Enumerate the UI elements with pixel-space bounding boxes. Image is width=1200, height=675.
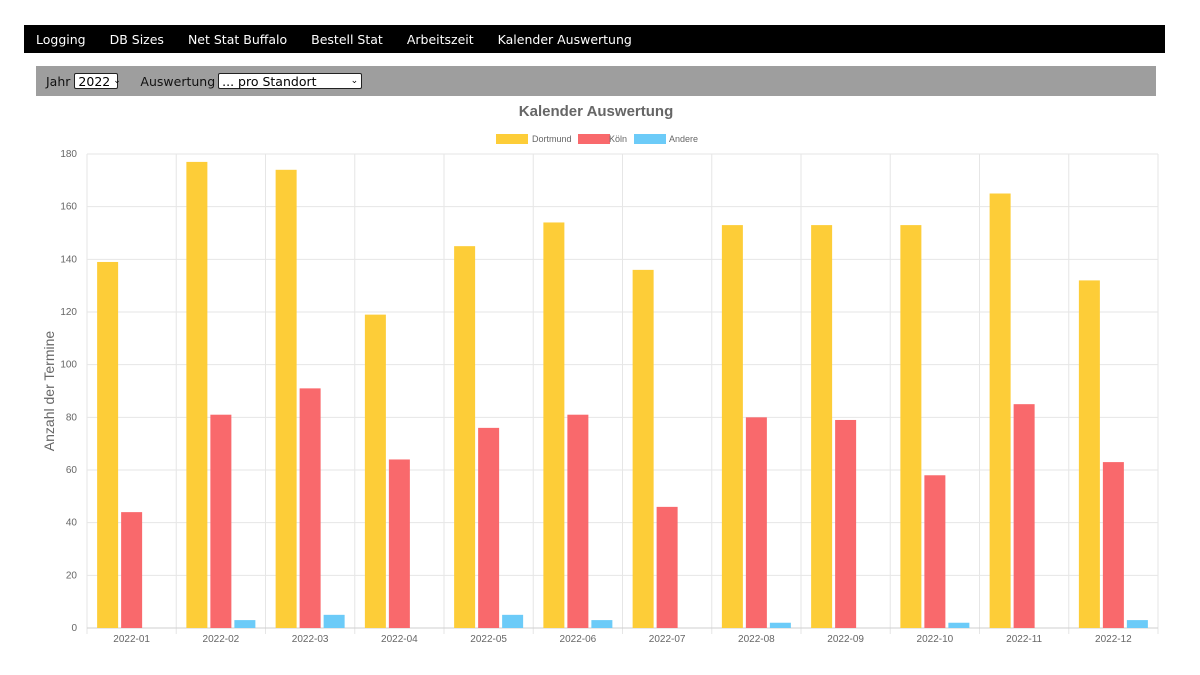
year-label: Jahr	[46, 73, 71, 89]
x-tick-label: 2022-04	[381, 634, 418, 645]
bar-dortmund-2022-04	[364, 314, 386, 628]
bar-dortmund-2022-06	[543, 222, 565, 628]
bar-dortmund-2022-05	[454, 246, 476, 628]
bar-dortmund-2022-01	[97, 261, 119, 628]
x-tick-label: 2022-12	[1095, 634, 1132, 645]
bar-koeln-2022-08	[745, 417, 767, 628]
legend-label-1: Köln	[609, 134, 627, 144]
y-tick-label: 180	[60, 149, 77, 160]
nav-db-sizes[interactable]: DB Sizes	[109, 31, 164, 47]
x-tick-label: 2022-07	[649, 634, 686, 645]
bar-koeln-2022-10	[924, 475, 946, 628]
auswertung-label: Auswertung	[140, 73, 216, 89]
bar-koeln-2022-07	[656, 506, 678, 628]
y-tick-label: 20	[66, 570, 78, 581]
bar-koeln-2022-06	[567, 414, 589, 628]
bar-dortmund-2022-12	[1078, 280, 1100, 628]
y-tick-label: 40	[66, 518, 78, 529]
x-tick-label: 2022-10	[917, 634, 954, 645]
x-tick-label: 2022-01	[113, 634, 150, 645]
y-tick-label: 120	[60, 307, 77, 318]
x-tick-label: 2022-11	[1006, 634, 1042, 645]
nav-bestell-stat[interactable]: Bestell Stat	[311, 31, 383, 47]
bar-andere-2022-05	[502, 614, 524, 628]
auswertung-select[interactable]: ... pro Standort ⌄	[218, 73, 363, 89]
year-select-value: 2022	[78, 73, 111, 89]
y-tick-label: 0	[71, 623, 77, 634]
nav-logging[interactable]: Logging	[36, 31, 86, 47]
bar-andere-2022-03	[323, 614, 345, 628]
bar-koeln-2022-04	[388, 459, 410, 628]
legend-swatch-1	[578, 134, 610, 144]
y-tick-label: 100	[60, 360, 77, 371]
x-tick-label: 2022-09	[827, 634, 864, 645]
y-tick-label: 60	[66, 465, 78, 476]
bar-koeln-2022-02	[210, 414, 232, 628]
y-tick-label: 160	[60, 202, 77, 213]
bar-koeln-2022-12	[1102, 462, 1124, 628]
top-navigation: Logging DB Sizes Net Stat Buffalo Bestel…	[24, 25, 1165, 53]
chevron-down-icon: ⌄	[350, 76, 359, 86]
auswertung-select-value: ... pro Standort	[222, 73, 317, 89]
bar-dortmund-2022-09	[811, 225, 833, 628]
chevron-down-icon: ⌄	[113, 76, 121, 86]
nav-arbeitszeit[interactable]: Arbeitszeit	[406, 31, 474, 47]
bar-andere-2022-10	[948, 622, 970, 628]
x-tick-label: 2022-02	[203, 634, 240, 645]
bar-koeln-2022-03	[299, 388, 321, 628]
year-select[interactable]: 2022 ⌄	[74, 73, 121, 89]
x-tick-label: 2022-03	[292, 634, 329, 645]
bar-andere-2022-08	[769, 622, 791, 628]
nav-kalender-auswertung[interactable]: Kalender Auswertung	[497, 31, 632, 47]
bar-andere-2022-06	[591, 620, 613, 628]
legend-swatch-0	[496, 134, 528, 144]
bar-dortmund-2022-07	[632, 269, 654, 628]
bar-dortmund-2022-03	[275, 169, 297, 629]
bar-dortmund-2022-11	[989, 193, 1011, 628]
bar-chart: 0 20 40 60 80 100 120 140 160 180 2022-01 2022-02 20…	[41, 103, 1159, 645]
bar-koeln-2022-05	[478, 427, 500, 628]
bar-andere-2022-12	[1126, 620, 1148, 628]
legend-label-2: Andere	[669, 134, 698, 144]
nav-net-stat-buffalo[interactable]: Net Stat Buffalo	[187, 31, 288, 47]
bar-dortmund-2022-02	[186, 161, 208, 628]
chart-title: Kalender Auswertung	[519, 103, 673, 120]
x-tick-label: 2022-08	[738, 634, 775, 645]
y-tick-label: 140	[60, 254, 77, 265]
filter-bar: Jahr 2022 ⌄ Auswertung ... pro Standort …	[36, 66, 1156, 96]
bar-koeln-2022-09	[835, 419, 857, 628]
bar-andere-2022-02	[234, 620, 256, 628]
bar-koeln-2022-11	[1013, 404, 1035, 628]
legend-label-0: Dortmund	[532, 134, 572, 144]
bar-dortmund-2022-08	[721, 225, 743, 628]
bar-koeln-2022-01	[121, 512, 143, 628]
y-axis-label: Anzahl der Termine	[41, 331, 57, 452]
x-tick-label: 2022-05	[470, 634, 507, 645]
bar-dortmund-2022-10	[900, 225, 922, 628]
legend-swatch-2	[634, 134, 666, 144]
x-tick-label: 2022-06	[560, 634, 597, 645]
y-tick-label: 80	[66, 412, 78, 423]
